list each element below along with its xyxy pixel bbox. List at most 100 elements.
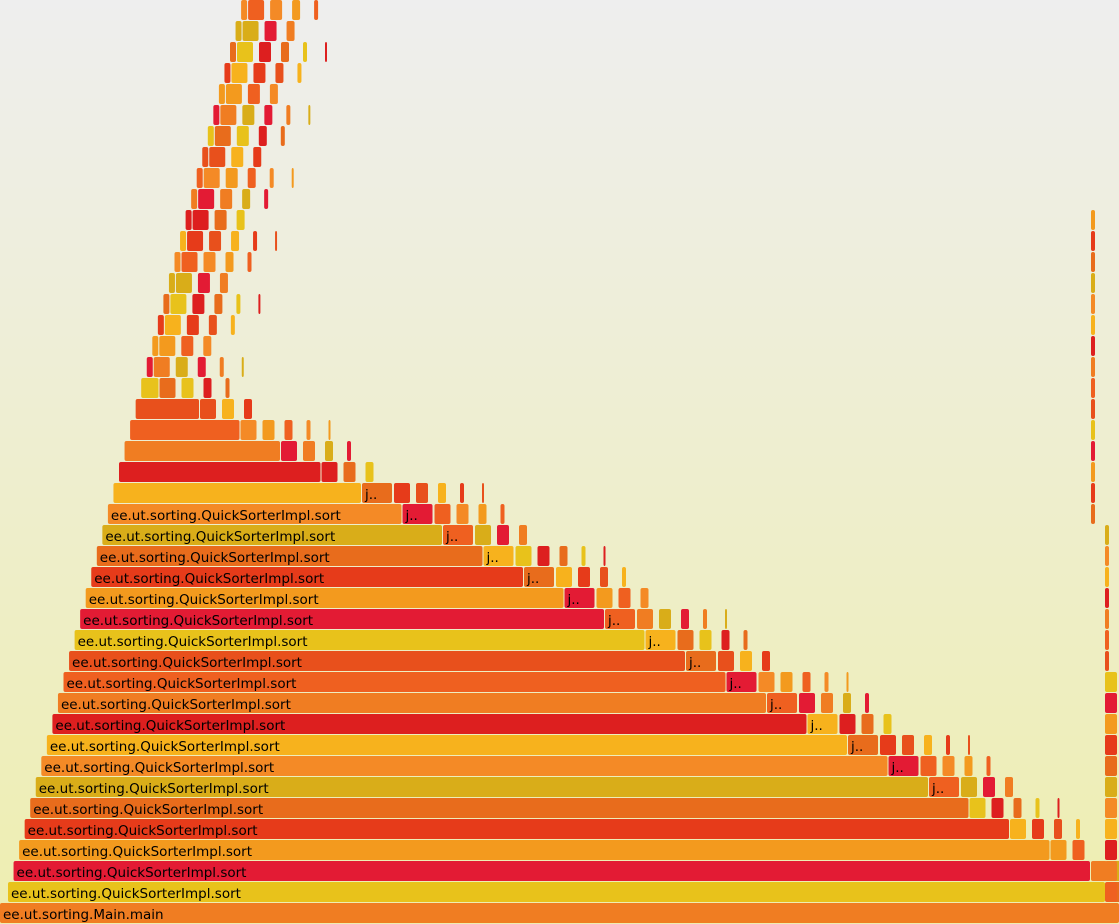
frame-sort-depth-25[interactable] — [141, 378, 159, 398]
frame-sibling-12-1[interactable] — [740, 651, 752, 671]
frame-sibling-2-0[interactable] — [1091, 861, 1107, 881]
frame-right-15[interactable] — [1105, 588, 1109, 608]
frame-sibling-34-2-rect[interactable] — [242, 189, 251, 209]
frame-sibling-26-1[interactable] — [175, 357, 188, 377]
frame-sibling-8-2[interactable] — [924, 735, 932, 755]
frame-sibling-4-2-rect[interactable] — [1054, 819, 1062, 839]
frame-sibling-35-3-rect[interactable] — [269, 168, 274, 188]
frame-sibling-24-2-rect[interactable] — [244, 399, 252, 419]
frame-sibling-38-3-rect[interactable] — [286, 105, 291, 125]
frame-main-rect[interactable] — [0, 903, 1119, 923]
frame-sibling-12-0-rect[interactable] — [718, 651, 734, 671]
frame-sibling-25-0[interactable] — [159, 378, 176, 398]
frame-sibling-42-0[interactable] — [242, 21, 259, 41]
frame-sort-depth-10-rect[interactable] — [57, 693, 766, 713]
frame-sort-depth-31[interactable] — [174, 252, 181, 272]
frame-sibling-11-4[interactable] — [846, 672, 849, 692]
frame-sibling-33-1[interactable] — [214, 210, 227, 230]
frame-sort-depth-15[interactable]: ee.ut.sorting.QuickSorterImpl.sort — [85, 588, 564, 608]
frame-sibling-25-1[interactable] — [181, 378, 194, 398]
frame-sort-depth-5[interactable]: ee.ut.sorting.QuickSorterImpl.sort — [30, 798, 969, 818]
frame-sibling-17-1[interactable] — [537, 546, 550, 566]
frame-right-23[interactable] — [1091, 420, 1095, 440]
frame-sort-depth-40-rect[interactable] — [224, 63, 231, 83]
frame-sibling-14-4-rect[interactable] — [725, 609, 727, 629]
frame-sibling-24-0-rect[interactable] — [200, 399, 216, 419]
frame-sibling-24-2[interactable] — [244, 399, 252, 419]
frame-sibling-21-0[interactable] — [321, 462, 338, 482]
frame-sibling-37-1[interactable] — [236, 126, 249, 146]
frame-sibling-4-1[interactable] — [1032, 819, 1044, 839]
frame-sort-depth-13[interactable]: ee.ut.sorting.QuickSorterImpl.sort — [74, 630, 645, 650]
frame-sort-depth-5-rect[interactable] — [30, 798, 969, 818]
frame-sibling-34-1-rect[interactable] — [220, 189, 233, 209]
frame-sibling-27-0[interactable] — [159, 336, 176, 356]
frame-sibling-36-1[interactable] — [231, 147, 244, 167]
frame-sibling-19-1[interactable] — [456, 504, 469, 524]
frame-sort-depth-36[interactable] — [202, 147, 209, 167]
frame-sibling-6-1[interactable] — [983, 777, 995, 797]
frame-sibling-29-2[interactable] — [214, 294, 223, 314]
frame-sibling-10-1[interactable] — [821, 693, 833, 713]
frame-sibling-23-1[interactable] — [262, 420, 275, 440]
frame-sibling-24-0[interactable] — [200, 399, 216, 419]
frame-sort-depth-33[interactable] — [185, 210, 192, 230]
frame-sibling-29-2-rect[interactable] — [214, 294, 223, 314]
frame-sibling-32-4-rect[interactable] — [275, 231, 278, 251]
frame-sibling-9-1-rect[interactable] — [861, 714, 874, 734]
frame-sort-depth-10[interactable]: ee.ut.sorting.QuickSorterImpl.sort — [57, 693, 766, 713]
frame-sibling-13-2[interactable] — [721, 630, 730, 650]
frame-sibling-4-3[interactable] — [1076, 819, 1080, 839]
frame-sibling-25-1-rect[interactable] — [181, 378, 194, 398]
frame-child-depth-6[interactable]: j.. — [929, 777, 959, 797]
frame-right-20-rect[interactable] — [1091, 483, 1095, 503]
frame-sibling-39-0-rect[interactable] — [225, 84, 242, 104]
frame-sibling-40-2-rect[interactable] — [275, 63, 284, 83]
frame-sort-depth-13-rect[interactable] — [74, 630, 645, 650]
frame-sibling-36-2[interactable] — [253, 147, 262, 167]
frame-sibling-17-3[interactable] — [581, 546, 586, 566]
frame-sort-depth-14-rect[interactable] — [80, 609, 604, 629]
frame-sibling-32-3[interactable] — [253, 231, 258, 251]
frame-child-depth-8[interactable]: j.. — [848, 735, 878, 755]
frame-sort-depth-27-rect[interactable] — [152, 336, 159, 356]
frame-sibling-26-3[interactable] — [219, 357, 224, 377]
frame-child-depth-20-rect[interactable] — [362, 483, 392, 503]
frame-sibling-28-2-rect[interactable] — [208, 315, 217, 335]
frame-sibling-26-0-rect[interactable] — [153, 357, 170, 377]
frame-sibling-17-3-rect[interactable] — [581, 546, 586, 566]
frame-child-depth-7-rect[interactable] — [888, 756, 919, 776]
frame-sort-depth-14[interactable]: ee.ut.sorting.QuickSorterImpl.sort — [80, 609, 604, 629]
frame-sibling-9-2[interactable] — [883, 714, 892, 734]
frame-sibling-8-0-rect[interactable] — [880, 735, 896, 755]
frame-sibling-8-4-rect[interactable] — [968, 735, 970, 755]
frame-child-depth-16-rect[interactable] — [524, 567, 554, 587]
frame-sibling-35-4[interactable] — [291, 168, 294, 188]
frame-sibling-14-0[interactable] — [637, 609, 653, 629]
frame-sibling-10-0-rect[interactable] — [799, 693, 815, 713]
frame-sibling-22-0[interactable] — [281, 441, 297, 461]
frame-right-1-rect[interactable] — [1105, 882, 1117, 902]
frame-sibling-28-3-rect[interactable] — [230, 315, 235, 335]
frame-sibling-30-0[interactable] — [175, 273, 192, 293]
frame-sort-depth-35[interactable] — [196, 168, 203, 188]
frame-sibling-10-3-rect[interactable] — [865, 693, 869, 713]
frame-right-29[interactable] — [1091, 294, 1095, 314]
frame-sibling-3-0[interactable] — [1050, 840, 1067, 860]
frame-right-9-rect[interactable] — [1105, 714, 1117, 734]
frame-sibling-10-0[interactable] — [799, 693, 815, 713]
frame-sibling-31-3-rect[interactable] — [247, 252, 252, 272]
frame-child-depth-15-rect[interactable] — [564, 588, 595, 608]
frame-sort-depth-22[interactable] — [124, 441, 280, 461]
frame-sibling-18-0[interactable] — [475, 525, 491, 545]
frame-sibling-41-2-rect[interactable] — [281, 42, 289, 62]
frame-right-8-rect[interactable] — [1105, 735, 1117, 755]
frame-sibling-17-4-rect[interactable] — [603, 546, 606, 566]
frame-sort-depth-2-rect[interactable] — [13, 861, 1090, 881]
frame-right-32-rect[interactable] — [1091, 231, 1095, 251]
frame-right-7[interactable] — [1105, 756, 1117, 776]
frame-right-8[interactable] — [1105, 735, 1117, 755]
frame-sibling-21-2[interactable] — [365, 462, 374, 482]
frame-sibling-25-2-rect[interactable] — [203, 378, 212, 398]
frame-right-30[interactable] — [1091, 273, 1095, 293]
